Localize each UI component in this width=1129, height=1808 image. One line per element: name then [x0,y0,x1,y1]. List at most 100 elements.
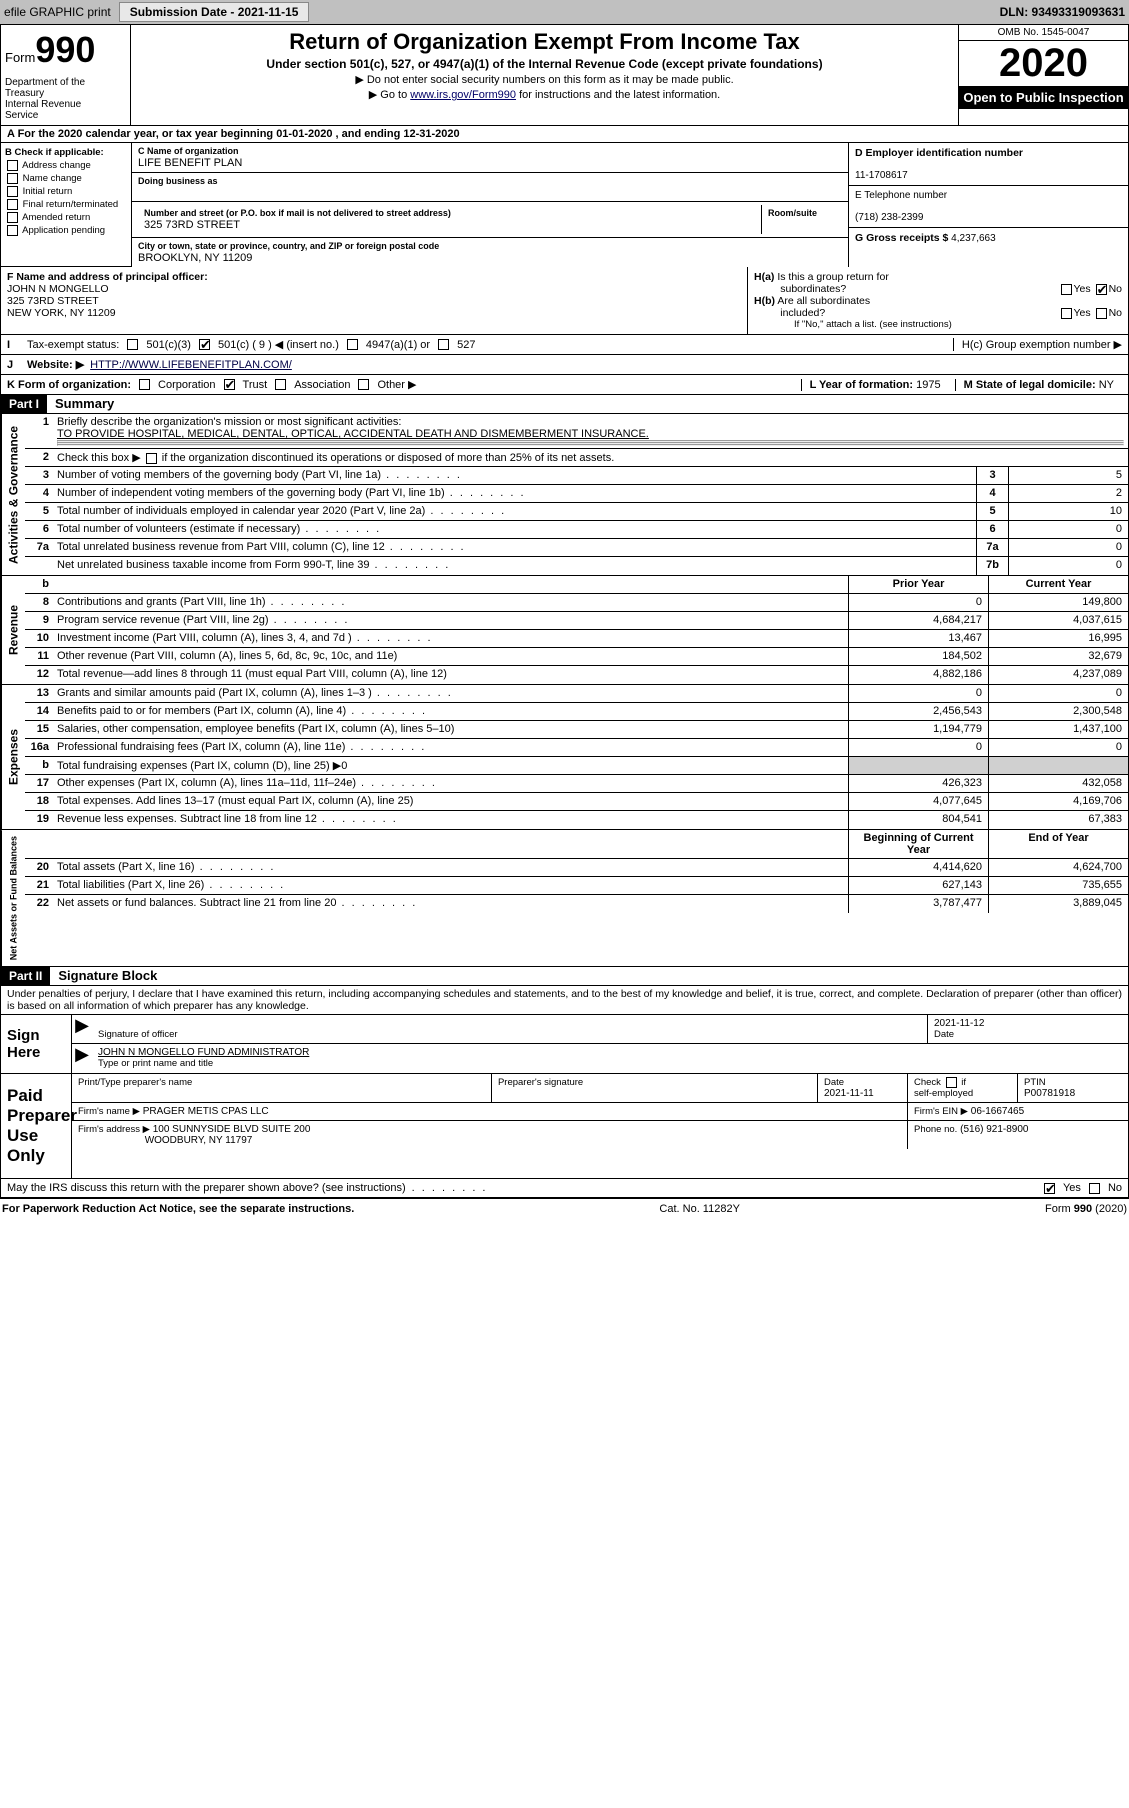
form-header: Form990 Department of theTreasuryInterna… [0,24,1129,126]
h-a: H(a) Is this a group return for subordin… [754,271,1122,295]
sig-officer-lbl: Signature of officer [98,1029,178,1040]
footer-left: For Paperwork Reduction Act Notice, see … [2,1203,354,1215]
addr-lbl: Number and street (or P.O. box if mail i… [144,208,451,218]
r22: Net assets or fund balances. Subtract li… [53,895,848,913]
ein-lbl: D Employer identification number [855,147,1023,159]
tax-year: 2020 [959,41,1128,86]
dept-label: Department of theTreasuryInternal Revenu… [5,77,126,121]
gross-lbl: G Gross receipts $ [855,232,948,244]
q5: Total number of individuals employed in … [53,503,976,520]
website-link[interactable]: HTTP://WWW.LIFEBENEFITPLAN.COM/ [90,359,292,371]
inspection-label: Open to Public Inspection [959,86,1128,109]
firm-addr2: WOODBURY, NY 11797 [145,1135,253,1146]
gross-val: 4,237,663 [951,233,996,244]
v4: 2 [1008,485,1128,502]
org-name: LIFE BENEFIT PLAN [138,157,242,169]
phone-val: (718) 238-2399 [855,212,923,223]
sig-date: 2021-11-12 [934,1018,984,1029]
v5: 10 [1008,503,1128,520]
paid-prep-lbl: Paid Preparer Use Only [1,1074,71,1178]
j-lbl: J [7,359,21,371]
r12: Total revenue—add lines 8 through 11 (mu… [53,666,848,684]
officer-name: JOHN N MONGELLO [7,283,109,295]
r15: Salaries, other compensation, employee b… [53,721,848,738]
q1: Briefly describe the organization's miss… [57,416,401,428]
q6: Total number of volunteers (estimate if … [53,521,976,538]
beg-hdr: Beginning of Current Year [848,830,988,858]
perjury-decl: Under penalties of perjury, I declare th… [0,986,1129,1015]
form-title: Return of Organization Exempt From Incom… [135,29,954,55]
cat-no: Cat. No. 11282Y [659,1203,740,1215]
part2-title: Signature Block [58,968,157,983]
part1-hdr: Part I [1,395,47,413]
v6: 0 [1008,521,1128,538]
year-formation: 1975 [916,379,940,391]
room-lbl: Room/suite [768,208,817,218]
firm-ein: 06-1667465 [971,1106,1024,1117]
r18: Total expenses. Add lines 13–17 (must eq… [53,793,848,810]
r17: Other expenses (Part IX, column (A), lin… [53,775,848,792]
ptin: P00781918 [1024,1088,1075,1099]
r20: Total assets (Part X, line 16) [53,859,848,876]
r16b: Total fundraising expenses (Part IX, col… [53,757,848,774]
h-b: H(b) Are all subordinates included? Yes … [754,295,1122,319]
mission-text: TO PROVIDE HOSPITAL, MEDICAL, DENTAL, OP… [57,428,649,440]
col-b: B Check if applicable: Address change Na… [1,143,131,267]
city-lbl: City or town, state or province, country… [138,241,439,251]
row-a: A For the 2020 calendar year, or tax yea… [0,126,1129,143]
curr-hdr: Current Year [988,576,1128,593]
v7a: 0 [1008,539,1128,556]
top-toolbar: efile GRAPHIC print Submission Date - 20… [0,0,1129,24]
firm-name: PRAGER METIS CPAS LLC [143,1106,269,1117]
part2-hdr: Part II [1,967,50,985]
r21: Total liabilities (Part X, line 26) [53,877,848,894]
r11: Other revenue (Part VIII, column (A), li… [53,648,848,665]
discuss-question: May the IRS discuss this return with the… [7,1182,406,1194]
sign-here-lbl: Sign Here [1,1015,71,1073]
firm-addr1: 100 SUNNYSIDE BLVD SUITE 200 [153,1124,311,1135]
website-lbl: Website: ▶ [27,358,84,371]
irs-link[interactable]: www.irs.gov/Form990 [410,89,516,101]
q4: Number of independent voting members of … [53,485,976,502]
q7b: Net unrelated business taxable income fr… [53,557,976,575]
end-hdr: End of Year [988,830,1128,858]
q7a: Total unrelated business revenue from Pa… [53,539,976,556]
r8: Contributions and grants (Part VIII, lin… [53,594,848,611]
domicile-state: NY [1099,379,1114,391]
prior-hdr: Prior Year [848,576,988,593]
street-addr: 325 73RD STREET [144,219,240,231]
firm-phone: (516) 921-8900 [960,1124,1028,1135]
k-lbl: K Form of organization: [7,379,131,391]
phone-lbl: E Telephone number [855,190,947,201]
vtab-netassets: Net Assets or Fund Balances [1,830,25,966]
h-b-note: If "No," attach a list. (see instruction… [794,319,1122,330]
part1-title: Summary [55,396,114,411]
city-state-zip: BROOKLYN, NY 11209 [138,252,252,264]
m-lbl: M State of legal domicile: [964,379,1096,391]
form-word: Form [5,50,35,65]
footer-right: Form 990 (2020) [1045,1203,1127,1215]
tax-status-lbl: Tax-exempt status: [27,339,119,351]
page-footer: For Paperwork Reduction Act Notice, see … [0,1198,1129,1219]
l-lbl: L Year of formation: [810,379,914,391]
officer-addr1: 325 73RD STREET [7,295,99,307]
c-name-lbl: C Name of organization [138,146,239,156]
submission-date-btn[interactable]: Submission Date - 2021-11-15 [119,2,310,22]
dba-lbl: Doing business as [138,176,218,186]
r13: Grants and similar amounts paid (Part IX… [53,685,848,702]
h-c: H(c) Group exemption number ▶ [953,338,1122,351]
v3: 5 [1008,467,1128,484]
omb-number: OMB No. 1545-0047 [959,25,1128,41]
v7b: 0 [1008,557,1128,575]
r10: Investment income (Part VIII, column (A)… [53,630,848,647]
form-number: 990 [35,29,95,70]
prep-date: 2021-11-11 [824,1088,874,1099]
form-note2: ▶ Go to www.irs.gov/Form990 for instruct… [135,88,954,101]
ein-val: 11-1708617 [855,170,908,181]
f-lbl: F Name and address of principal officer: [7,271,208,283]
officer-sig-name: JOHN N MONGELLO FUND ADMINISTRATOR [98,1047,309,1058]
efile-label: efile GRAPHIC print [4,5,111,19]
vtab-revenue: Revenue [1,576,25,684]
r16a: Professional fundraising fees (Part IX, … [53,739,848,756]
r19: Revenue less expenses. Subtract line 18 … [53,811,848,829]
